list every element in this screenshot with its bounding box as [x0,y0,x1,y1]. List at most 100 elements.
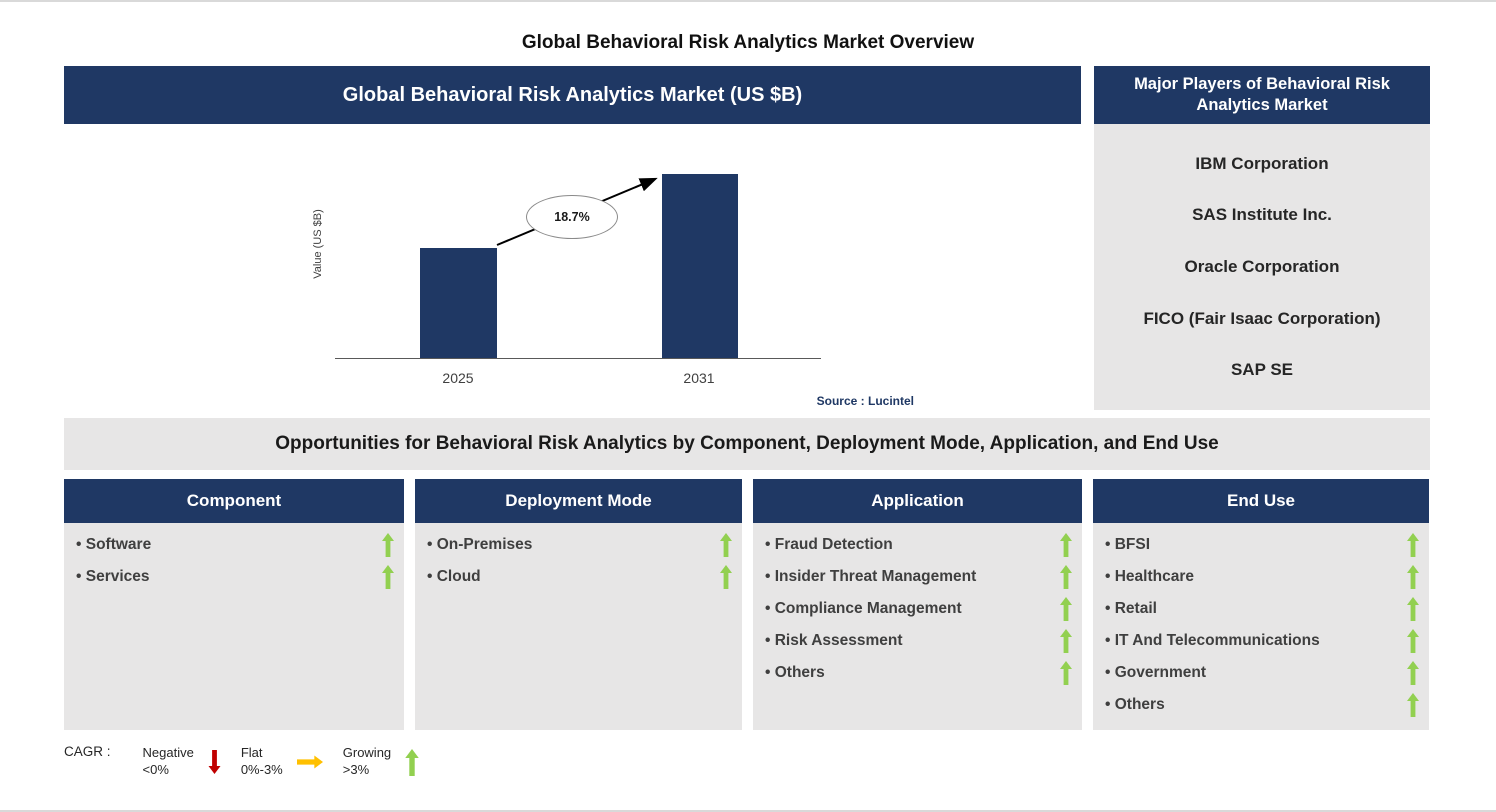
list-item: IT And Telecommunications [1105,625,1419,657]
growth-up-icon [1060,533,1072,557]
column-body: Fraud Detection Insider Threat Managemen… [753,523,1082,730]
item-label: Retail [1105,600,1157,618]
item-label: Healthcare [1105,568,1194,586]
growth-up-icon [720,533,732,557]
growth-up-icon [720,565,732,589]
legend-text: Flat 0%-3% [241,745,283,779]
growth-up-icon [1407,661,1419,685]
growing-up-icon [405,748,419,776]
item-label: Cloud [427,568,481,586]
list-item: FICO (Fair Isaac Corporation) [1143,308,1381,328]
bar-chart: Value (US $B) 2025 2031 18.7% Sour [64,124,1081,410]
list-item: IBM Corporation [1195,153,1329,173]
column-header: Application [753,479,1082,523]
item-label: Compliance Management [765,600,962,618]
list-item: Cloud [427,561,732,593]
list-item: Fraud Detection [765,529,1072,561]
column-end-use: End Use BFSI Healthcare Retail IT And Te… [1093,479,1429,730]
column-header: End Use [1093,479,1429,523]
x-tick-2031: 2031 [683,370,715,386]
growth-up-icon [1407,693,1419,717]
item-label: BFSI [1105,536,1150,554]
list-item: Others [1105,689,1419,721]
list-item: Services [76,561,394,593]
legend-text: Growing >3% [343,745,391,779]
opportunities-banner: Opportunities for Behavioral Risk Analyt… [64,418,1430,470]
column-application: Application Fraud Detection Insider Thre… [753,479,1082,730]
growth-up-icon [1407,597,1419,621]
list-item: BFSI [1105,529,1419,561]
legend-label: Flat [240,745,263,761]
top-row: Global Behavioral Risk Analytics Market … [64,66,1430,410]
legend-item-negative: Negative <0% [143,745,221,779]
list-item: SAS Institute Inc. [1192,205,1332,225]
growth-up-icon [1060,629,1072,653]
list-item: Retail [1105,593,1419,625]
cagr-trend-arrow [496,177,658,246]
legend-prefix: CAGR : [64,744,111,759]
bar-2031 [662,174,738,358]
growth-up-icon [382,565,394,589]
list-item: Oracle Corporation [1184,256,1340,276]
list-item: On-Premises [427,529,732,561]
growth-up-icon [1060,597,1072,621]
item-label: Software [76,536,151,554]
legend-label: Negative [142,745,194,761]
item-label: Others [1105,696,1165,714]
list-item: Others [765,657,1072,689]
column-deployment-mode: Deployment Mode On-Premises Cloud [415,479,742,730]
list-item: Government [1105,657,1419,689]
y-axis-label-text: Value (US $B) [312,209,324,279]
players-panel-title: Major Players of Behavioral Risk Analyti… [1094,66,1430,124]
x-tick-2025: 2025 [442,370,474,386]
item-label: Risk Assessment [765,632,903,650]
growth-up-icon [1407,629,1419,653]
item-label: Government [1105,664,1206,682]
column-header: Deployment Mode [415,479,742,523]
legend-sublabel: >3% [342,762,370,777]
page-title: Global Behavioral Risk Analytics Market … [521,32,975,53]
market-chart-panel: Global Behavioral Risk Analytics Market … [64,66,1081,410]
legend-text: Negative <0% [143,745,194,779]
list-item: Compliance Management [765,593,1072,625]
list-item: Software [76,529,394,561]
list-item: Insider Threat Management [765,561,1072,593]
major-players-panel: Major Players of Behavioral Risk Analyti… [1094,66,1430,410]
y-axis-label: Value (US $B) [309,154,327,334]
legend-item-growing: Growing >3% [343,745,419,779]
legend-item-flat: Flat 0%-3% [241,745,323,779]
segment-columns: Component Software Services Deployment M… [64,479,1430,730]
item-label: Insider Threat Management [765,568,977,586]
list-item: Healthcare [1105,561,1419,593]
legend-sublabel: 0%-3% [240,762,283,777]
column-body: BFSI Healthcare Retail IT And Telecommun… [1093,523,1429,730]
column-body: Software Services [64,523,404,730]
legend-sublabel: <0% [142,762,169,777]
item-label: Services [76,568,150,586]
list-item: Risk Assessment [765,625,1072,657]
players-list: IBM Corporation SAS Institute Inc. Oracl… [1094,124,1430,410]
column-body: On-Premises Cloud [415,523,742,730]
item-label: IT And Telecommunications [1105,632,1320,650]
x-axis-line [335,358,821,359]
flat-right-icon [296,755,323,769]
growth-up-icon [1060,661,1072,685]
bar-2025 [420,248,497,358]
item-label: Others [765,664,825,682]
cagr-legend: CAGR : Negative <0% Flat 0%-3% Growing >… [64,742,439,782]
cagr-badge: 18.7% [526,195,618,239]
item-label: On-Premises [427,536,533,554]
negative-down-icon [208,750,221,774]
growth-up-icon [382,533,394,557]
growth-up-icon [1407,533,1419,557]
chart-panel-title: Global Behavioral Risk Analytics Market … [64,66,1081,124]
growth-up-icon [1407,565,1419,589]
legend-label: Growing [342,745,392,761]
column-component: Component Software Services [64,479,404,730]
list-item: SAP SE [1230,360,1294,380]
item-label: Fraud Detection [765,536,893,554]
source-note: Source : Lucintel [816,394,914,408]
growth-up-icon [1060,565,1072,589]
column-header: Component [64,479,404,523]
